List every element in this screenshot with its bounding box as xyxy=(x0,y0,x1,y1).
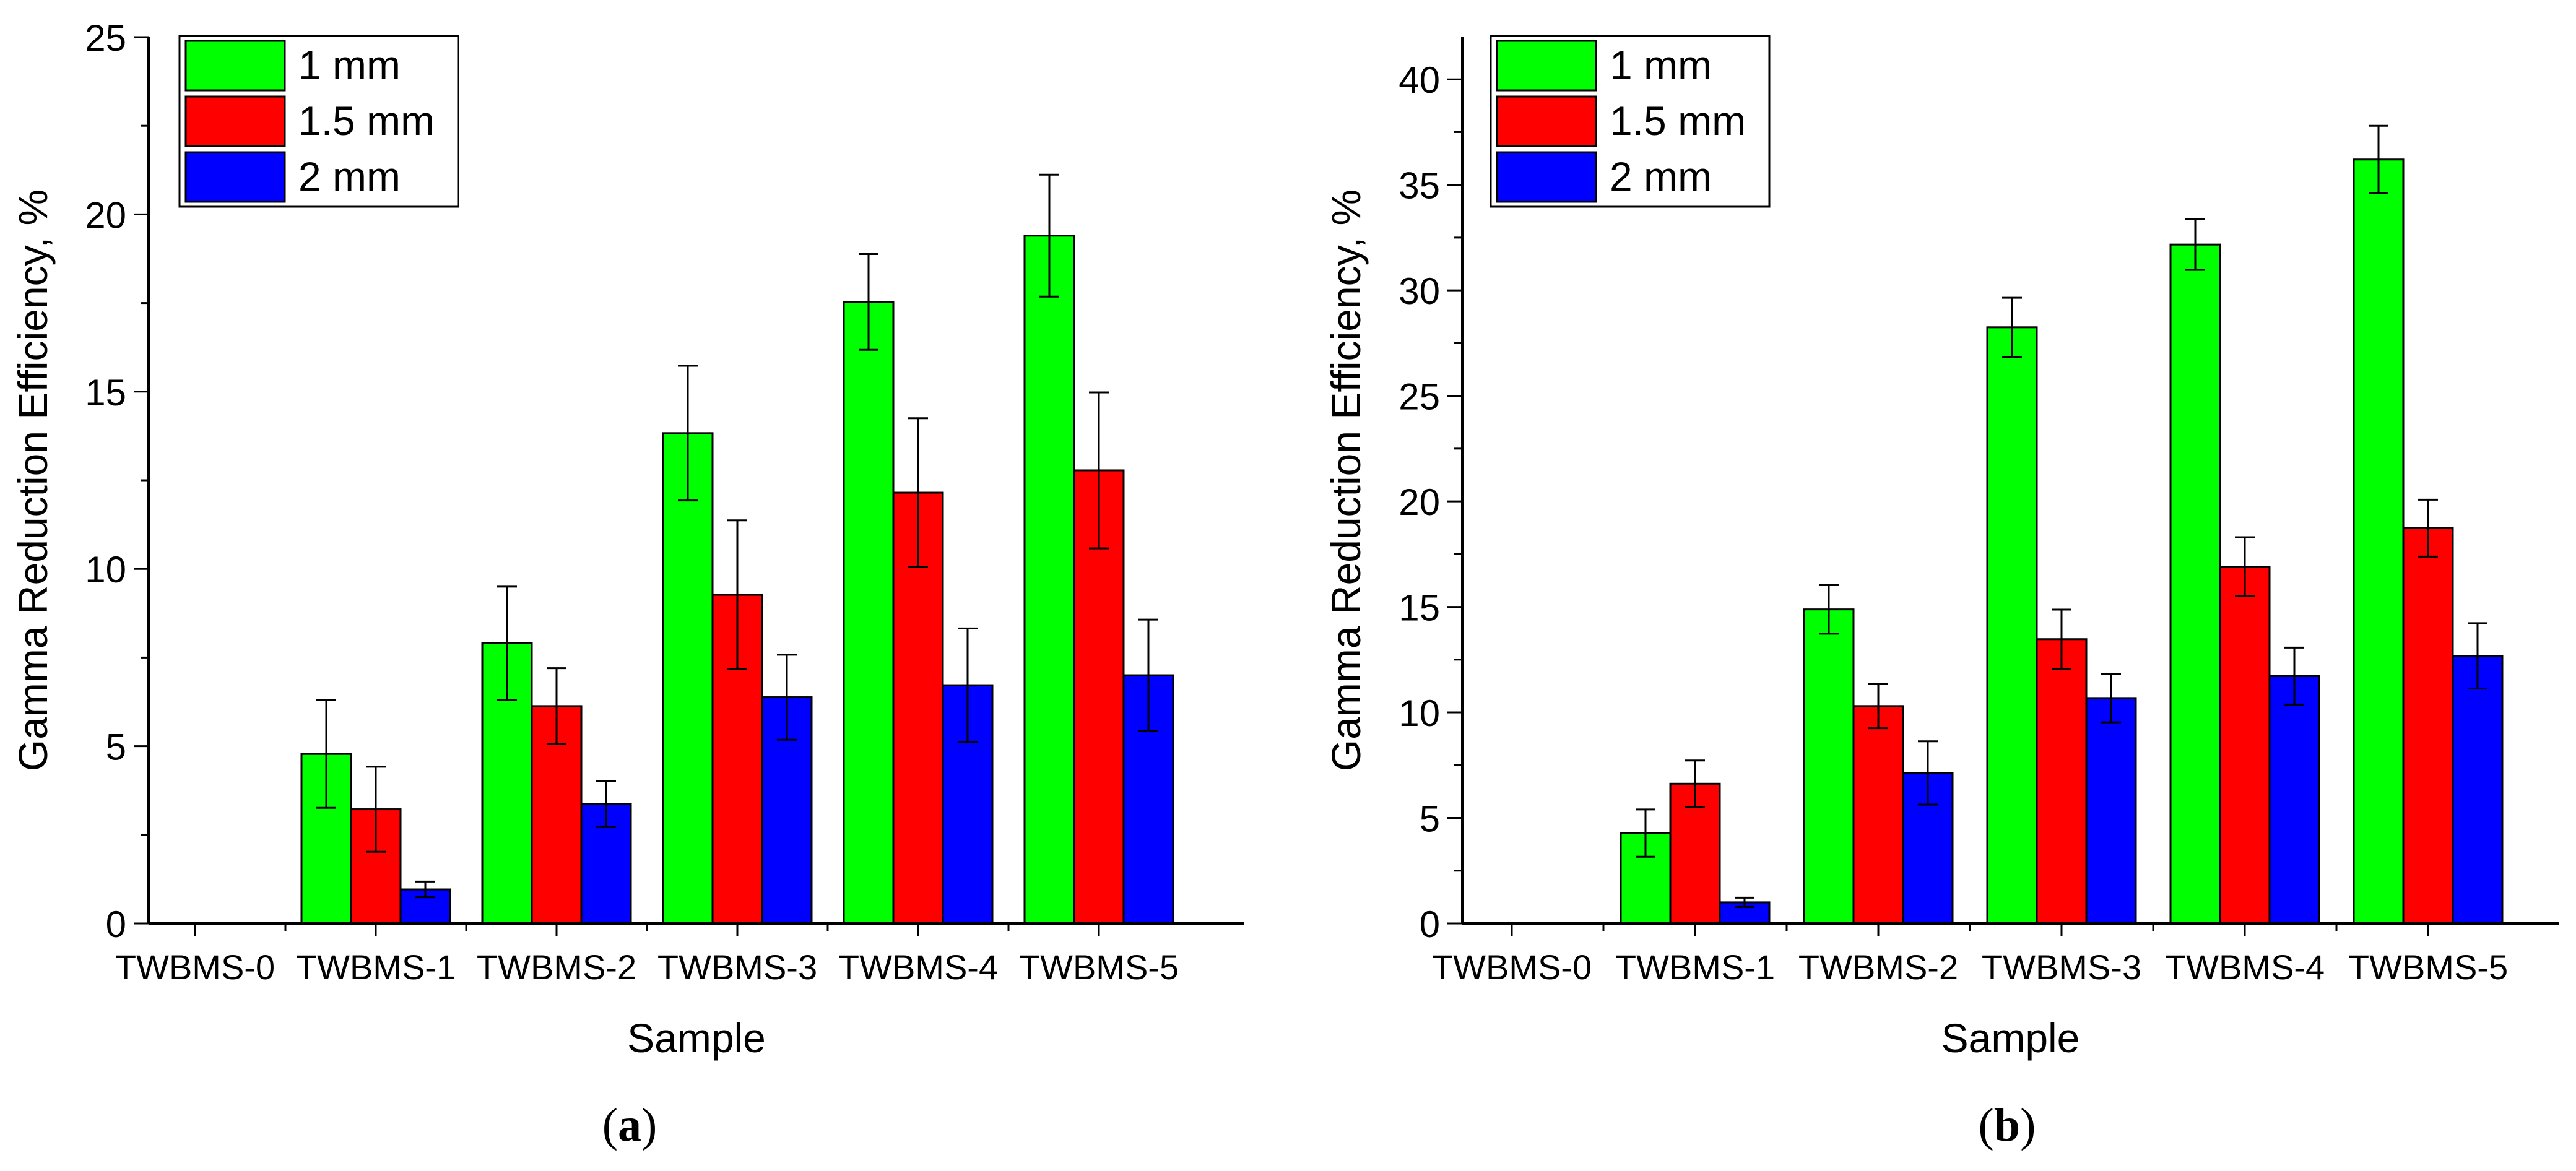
error-bar-twbms-1-1-mm xyxy=(1636,808,1655,858)
y-tick-label-15: 15 xyxy=(1399,587,1440,629)
bar-twbms-4-1-mm xyxy=(2169,243,2221,925)
error-bar-twbms-5-2-mm xyxy=(1138,618,1158,732)
x-tick-label-twbms-3: TWBMS-3 xyxy=(657,948,817,987)
y-tick-label-10: 10 xyxy=(1399,693,1440,734)
x-tick-label-twbms-0: TWBMS-0 xyxy=(1432,948,1592,987)
legend-swatch-1-5-mm xyxy=(1496,95,1597,147)
error-bar-twbms-3-1-mm xyxy=(678,365,698,502)
y-tick-label-20: 20 xyxy=(1399,482,1440,523)
legend-swatch-1-5-mm xyxy=(184,95,286,147)
y-tick-label-30: 30 xyxy=(1399,270,1440,312)
error-bar-twbms-1-1-5-mm xyxy=(366,766,386,853)
x-axis-title: Sample xyxy=(1941,1015,2080,1061)
legend: 1 mm 1.5 mm 2 mm xyxy=(178,35,459,208)
x-tick-label-twbms-1: TWBMS-1 xyxy=(1615,948,1775,987)
error-bar-twbms-2-1-5-mm xyxy=(547,667,566,745)
bar-twbms-2-1-mm xyxy=(1803,608,1855,925)
y-tick-label-25: 25 xyxy=(85,17,126,59)
bar-twbms-3-1-5-mm xyxy=(2036,638,2088,925)
legend: 1 mm 1.5 mm 2 mm xyxy=(1490,35,1771,208)
error-bar-twbms-1-1-5-mm xyxy=(1685,759,1705,808)
panel-caption-b: (b) xyxy=(1978,1099,2036,1151)
y-tick-label-40: 40 xyxy=(1399,59,1440,101)
y-tick-label-25: 25 xyxy=(1399,376,1440,418)
legend-label-2-mm: 2 mm xyxy=(1610,153,1712,199)
y-tick-label-20: 20 xyxy=(85,194,126,236)
y-tick-label-10: 10 xyxy=(85,549,126,590)
y-tick-label-35: 35 xyxy=(1399,165,1440,207)
bar-twbms-3-1-mm xyxy=(1986,326,2038,925)
legend-swatch-2-mm xyxy=(184,151,286,203)
error-bar-twbms-4-1-mm xyxy=(859,253,878,351)
y-tick-label-0: 0 xyxy=(106,904,126,945)
y-tick-label-0: 0 xyxy=(1420,904,1440,945)
bar-twbms-4-2-mm xyxy=(2268,675,2320,925)
x-axis-title: Sample xyxy=(627,1015,766,1061)
error-bar-twbms-2-2-mm xyxy=(596,780,616,828)
bar-twbms-5-1-mm xyxy=(1023,235,1075,925)
error-bar-twbms-5-1-5-mm xyxy=(1089,391,1109,550)
chart-b: 0 5 10 15 20 25 30 35 40 TWBMS-0 TWBMS-1 TWBMS-2 TWB… xyxy=(1323,35,2559,1061)
bar-twbms-3-1-mm xyxy=(662,432,714,925)
error-bar-twbms-2-2-mm xyxy=(1918,740,1938,806)
y-tick-label-5: 5 xyxy=(106,727,126,768)
bar-twbms-5-1-5-mm xyxy=(2402,527,2454,925)
legend-label-1-5-mm: 1.5 mm xyxy=(298,98,435,144)
x-tick-label-twbms-1: TWBMS-1 xyxy=(296,948,456,987)
error-bar-twbms-3-1-5-mm xyxy=(2052,608,2071,670)
legend-swatch-1-mm xyxy=(184,40,286,92)
error-bar-twbms-5-1-mm xyxy=(2369,124,2388,194)
panel-caption-a: (a) xyxy=(602,1099,657,1151)
error-bar-twbms-4-1-5-mm xyxy=(908,417,928,568)
y-tick-label-5: 5 xyxy=(1420,798,1440,840)
error-bar-twbms-4-1-mm xyxy=(2185,218,2205,271)
legend-label-1-mm: 1 mm xyxy=(298,42,401,88)
error-bar-twbms-3-2-mm xyxy=(777,654,797,741)
x-tick-label-twbms-0: TWBMS-0 xyxy=(115,948,275,987)
bar-twbms-4-1-mm xyxy=(843,301,895,925)
error-bar-twbms-3-1-mm xyxy=(2002,296,2022,358)
x-tick-label-twbms-3: TWBMS-3 xyxy=(1982,948,2141,987)
error-bar-twbms-4-1-5-mm xyxy=(2235,536,2255,598)
y-tick-label-15: 15 xyxy=(85,372,126,413)
error-bar-twbms-1-2-mm xyxy=(415,880,435,899)
error-bar-twbms-2-1-mm xyxy=(1819,584,1839,635)
x-tick-label-twbms-4: TWBMS-4 xyxy=(2165,948,2325,987)
x-tick-label-twbms-2: TWBMS-2 xyxy=(477,948,636,987)
chart-a: 0 5 10 15 20 25 TWBMS-0 TWBMS-1 TWBMS-2 TWBMS-3 TW… xyxy=(10,17,1244,1061)
bar-twbms-5-1-mm xyxy=(2353,158,2405,925)
error-bar-twbms-1-1-mm xyxy=(316,699,336,809)
error-bar-twbms-4-2-mm xyxy=(958,627,978,743)
error-bar-twbms-4-2-mm xyxy=(2284,646,2304,706)
error-bar-twbms-3-2-mm xyxy=(2101,673,2121,724)
legend-label-1-mm: 1 mm xyxy=(1610,42,1712,88)
error-bar-twbms-5-1-mm xyxy=(1039,173,1059,298)
x-tick-label-twbms-2: TWBMS-2 xyxy=(1798,948,1958,987)
y-axis-title: Gamma Reduction Efficiency, % xyxy=(1323,189,1369,771)
error-bar-twbms-5-2-mm xyxy=(2468,622,2487,690)
error-bar-twbms-5-1-5-mm xyxy=(2418,498,2438,558)
error-bar-twbms-2-1-5-mm xyxy=(1868,683,1888,730)
error-bar-twbms-1-2-mm xyxy=(1735,896,1754,908)
bar-twbms-4-1-5-mm xyxy=(2219,566,2271,925)
legend-swatch-2-mm xyxy=(1496,151,1597,203)
error-bar-twbms-3-1-5-mm xyxy=(727,519,747,670)
error-bar-twbms-2-1-mm xyxy=(497,586,517,701)
x-tick-label-twbms-5: TWBMS-5 xyxy=(1019,948,1179,987)
bar-twbms-3-2-mm xyxy=(2085,697,2137,925)
legend-label-2-mm: 2 mm xyxy=(298,153,401,199)
bar-twbms-2-1-5-mm xyxy=(1852,705,1904,925)
bar-twbms-5-2-mm xyxy=(2452,655,2504,925)
legend-label-1-5-mm: 1.5 mm xyxy=(1610,98,1746,144)
legend-swatch-1-mm xyxy=(1496,40,1597,92)
x-tick-label-twbms-5: TWBMS-5 xyxy=(2348,948,2508,987)
x-tick-label-twbms-4: TWBMS-4 xyxy=(838,948,998,987)
y-axis-title: Gamma Reduction Efficiency, % xyxy=(10,189,56,771)
